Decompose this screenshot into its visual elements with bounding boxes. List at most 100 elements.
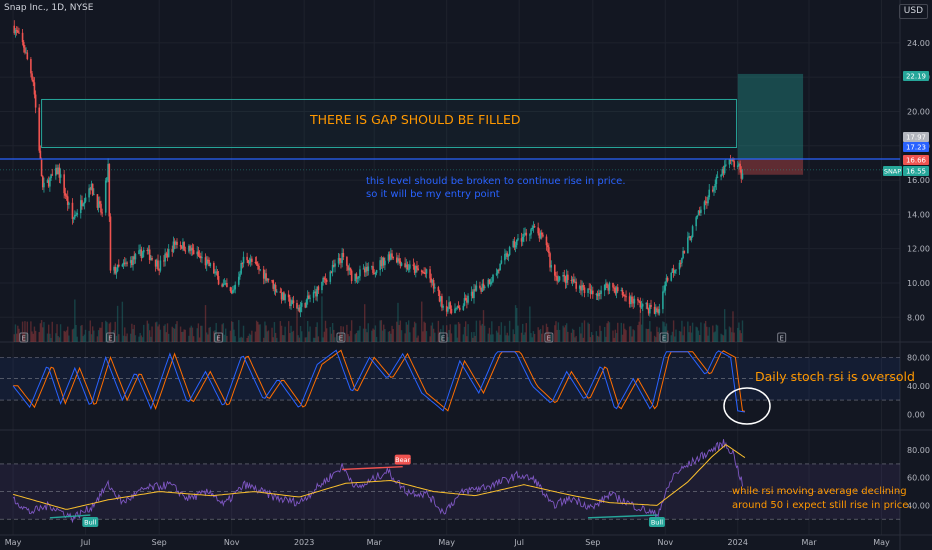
candle-body	[140, 249, 143, 258]
volume-bar	[223, 334, 226, 342]
volume-bar	[176, 321, 178, 342]
time-tick-label: Jul	[513, 538, 524, 547]
volume-bar	[175, 324, 177, 342]
price-scale[interactable]: 24.0022.0020.0018.0016.0014.0012.0010.00…	[883, 39, 930, 510]
volume-bar	[480, 325, 482, 342]
volume-bar	[373, 329, 375, 342]
volume-bar	[570, 332, 573, 342]
candle-body	[482, 283, 485, 289]
volume-bar	[147, 323, 150, 342]
volume-bar	[579, 326, 581, 342]
volume-bar	[21, 321, 24, 342]
candle-body	[521, 237, 524, 242]
volume-bar	[688, 332, 690, 342]
candle-body	[190, 247, 193, 251]
candle-body	[297, 307, 299, 309]
volume-bar	[513, 334, 516, 342]
volume-bar	[71, 329, 74, 342]
volume-bar	[156, 321, 158, 342]
candle-body	[508, 247, 511, 255]
volume-bar	[681, 320, 683, 342]
candle-body	[325, 279, 328, 282]
earnings-marker-label: E	[108, 335, 112, 343]
candle-body	[68, 202, 70, 205]
candle-body	[587, 288, 589, 294]
volume-bar	[575, 336, 577, 342]
candle-body	[57, 167, 60, 175]
candle-body	[380, 260, 383, 266]
candle-body	[549, 253, 551, 268]
volume-bar	[362, 328, 365, 342]
volume-bar	[733, 332, 735, 342]
candle-body	[224, 282, 227, 284]
divergence-label: Bull	[84, 519, 96, 527]
volume-bar	[731, 332, 733, 342]
candle-body	[678, 262, 681, 270]
volume-bar	[139, 333, 141, 342]
candle-body	[82, 203, 84, 207]
volume-bar	[670, 335, 672, 342]
volume-bar	[206, 332, 208, 342]
volume-bar	[350, 320, 353, 342]
candle-body	[125, 262, 127, 264]
volume-bar	[64, 331, 67, 342]
candle-body	[395, 257, 398, 263]
divergence-label: Bull	[651, 519, 663, 527]
volume-bar	[423, 321, 425, 342]
volume-bar	[143, 324, 145, 342]
volume-bar	[232, 321, 234, 342]
volume-bar	[675, 329, 677, 342]
volume-bar	[396, 321, 398, 342]
candle-body	[413, 266, 416, 273]
volume-bar	[317, 336, 320, 342]
volume-bar	[653, 335, 656, 342]
candle-body	[334, 263, 336, 267]
volume-bar	[90, 334, 93, 342]
candle-body	[338, 258, 341, 261]
gap-box[interactable]	[41, 98, 738, 148]
volume-bar	[333, 329, 335, 342]
volume-bar	[58, 337, 61, 342]
candle-body	[590, 290, 593, 294]
candle-body	[675, 269, 677, 271]
candle-body	[330, 271, 333, 273]
volume-bar	[638, 321, 640, 342]
volume-bar	[38, 332, 40, 342]
volume-bar	[678, 330, 681, 342]
candle-body	[63, 174, 65, 194]
volume-bar	[196, 328, 198, 342]
candle-body	[603, 284, 606, 291]
candle-body	[234, 284, 237, 290]
volume-bar	[182, 331, 184, 342]
earnings-marker	[438, 332, 448, 343]
volume-bar	[462, 334, 465, 342]
candle-body	[596, 293, 599, 297]
volume-bar	[356, 330, 359, 342]
volume-bar	[628, 326, 631, 342]
resistance-line[interactable]	[0, 158, 900, 171]
candle-body	[299, 306, 302, 312]
candle-body	[84, 197, 87, 202]
volume-bar	[613, 337, 615, 342]
symbol-tag-bg	[883, 166, 902, 176]
volume-bar	[49, 333, 51, 342]
candle-body	[708, 189, 711, 198]
candle-body	[388, 254, 391, 260]
candle-body	[58, 167, 61, 178]
volume-bar	[674, 336, 676, 342]
volume-bar	[713, 332, 715, 342]
candle-body	[740, 169, 743, 179]
volume-bar	[697, 330, 700, 342]
volume-bar	[148, 330, 151, 342]
long-position-box[interactable]	[737, 73, 804, 175]
candle-body	[422, 271, 424, 273]
currency-button[interactable]: USD	[898, 4, 928, 19]
rsi-line	[12, 439, 743, 524]
price-label: 16.66	[906, 157, 927, 165]
candle-body	[167, 249, 170, 258]
volume-bar	[479, 320, 481, 342]
candle-body	[700, 209, 702, 213]
volume-bar	[337, 335, 340, 342]
